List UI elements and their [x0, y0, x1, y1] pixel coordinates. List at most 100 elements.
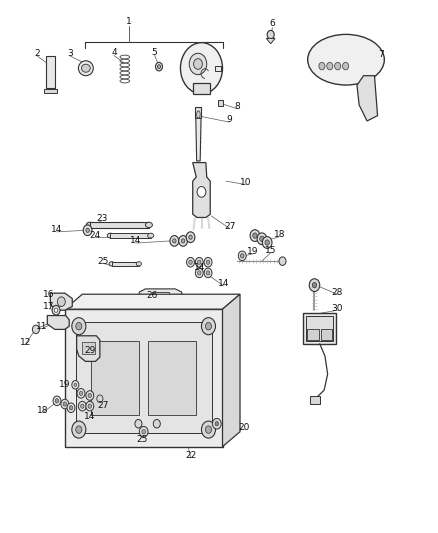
Ellipse shape — [197, 111, 200, 118]
Text: 2: 2 — [35, 49, 40, 58]
Circle shape — [61, 399, 69, 409]
Text: 27: 27 — [97, 401, 109, 409]
Text: 24: 24 — [90, 231, 101, 240]
Text: 27: 27 — [224, 222, 236, 231]
Text: 29: 29 — [84, 346, 95, 355]
Circle shape — [201, 318, 215, 335]
Text: 22: 22 — [185, 451, 196, 460]
Circle shape — [79, 391, 83, 395]
Circle shape — [72, 421, 86, 438]
Circle shape — [205, 426, 212, 433]
Circle shape — [186, 232, 195, 243]
Text: 30: 30 — [332, 304, 343, 312]
Bar — [215, 66, 221, 71]
Text: 19: 19 — [59, 381, 71, 389]
Text: 14: 14 — [51, 225, 63, 233]
Circle shape — [55, 399, 59, 403]
Circle shape — [267, 30, 274, 39]
Ellipse shape — [136, 262, 141, 266]
Circle shape — [72, 381, 79, 389]
Text: 9: 9 — [226, 116, 232, 124]
Circle shape — [198, 271, 201, 275]
Circle shape — [343, 62, 349, 70]
Bar — [82, 342, 95, 354]
Text: 17: 17 — [43, 302, 55, 311]
Circle shape — [212, 418, 221, 429]
Polygon shape — [223, 294, 240, 447]
Circle shape — [52, 305, 60, 315]
Circle shape — [201, 421, 215, 438]
Circle shape — [189, 53, 207, 75]
Circle shape — [181, 239, 185, 243]
Bar — [193, 83, 210, 94]
Circle shape — [265, 240, 269, 245]
Circle shape — [327, 62, 333, 70]
Text: 18: 18 — [274, 230, 285, 239]
Circle shape — [32, 325, 39, 334]
Circle shape — [206, 260, 210, 264]
Ellipse shape — [155, 62, 162, 71]
Circle shape — [180, 43, 223, 94]
Circle shape — [187, 257, 194, 267]
Text: 1: 1 — [126, 17, 132, 26]
Polygon shape — [196, 118, 201, 161]
Polygon shape — [193, 163, 210, 217]
Text: 14: 14 — [84, 413, 95, 421]
Text: 3: 3 — [67, 49, 73, 58]
Ellipse shape — [308, 34, 385, 85]
Circle shape — [238, 251, 246, 261]
Circle shape — [53, 396, 61, 406]
Circle shape — [97, 395, 103, 402]
Text: 6: 6 — [269, 20, 276, 28]
Bar — [65, 309, 223, 447]
Text: 19: 19 — [247, 247, 259, 256]
Polygon shape — [47, 316, 69, 329]
Circle shape — [240, 254, 244, 258]
Polygon shape — [44, 89, 57, 93]
Ellipse shape — [109, 262, 114, 266]
Circle shape — [142, 430, 145, 434]
Circle shape — [83, 225, 92, 236]
Text: 20: 20 — [239, 423, 250, 432]
Circle shape — [86, 391, 94, 400]
Bar — [91, 341, 139, 415]
Ellipse shape — [145, 222, 152, 228]
Bar — [112, 262, 139, 266]
Circle shape — [335, 62, 341, 70]
Bar — [303, 313, 336, 344]
Polygon shape — [266, 38, 275, 44]
Ellipse shape — [148, 233, 154, 238]
Circle shape — [189, 260, 192, 264]
Polygon shape — [139, 289, 182, 302]
Circle shape — [139, 426, 148, 437]
Circle shape — [312, 282, 317, 288]
Text: 8: 8 — [234, 102, 240, 111]
Bar — [310, 396, 320, 404]
Circle shape — [88, 404, 92, 408]
Circle shape — [262, 237, 272, 248]
Bar — [321, 329, 332, 340]
Circle shape — [197, 187, 206, 197]
Text: 23: 23 — [96, 214, 107, 223]
Circle shape — [69, 406, 73, 410]
Bar — [152, 292, 169, 298]
Circle shape — [250, 230, 260, 241]
Text: 26: 26 — [147, 292, 158, 300]
Circle shape — [170, 236, 179, 246]
Bar — [148, 341, 196, 415]
Text: 15: 15 — [265, 246, 276, 255]
Circle shape — [204, 268, 212, 278]
Circle shape — [309, 279, 320, 292]
Polygon shape — [77, 336, 100, 361]
Circle shape — [198, 260, 201, 264]
Circle shape — [78, 401, 86, 411]
Circle shape — [86, 228, 89, 232]
Polygon shape — [50, 293, 72, 310]
Circle shape — [279, 257, 286, 265]
Text: 12: 12 — [20, 338, 31, 346]
Bar — [76, 322, 212, 433]
Text: 5: 5 — [152, 49, 158, 57]
Circle shape — [195, 257, 203, 267]
Circle shape — [179, 236, 187, 246]
Circle shape — [215, 422, 219, 426]
